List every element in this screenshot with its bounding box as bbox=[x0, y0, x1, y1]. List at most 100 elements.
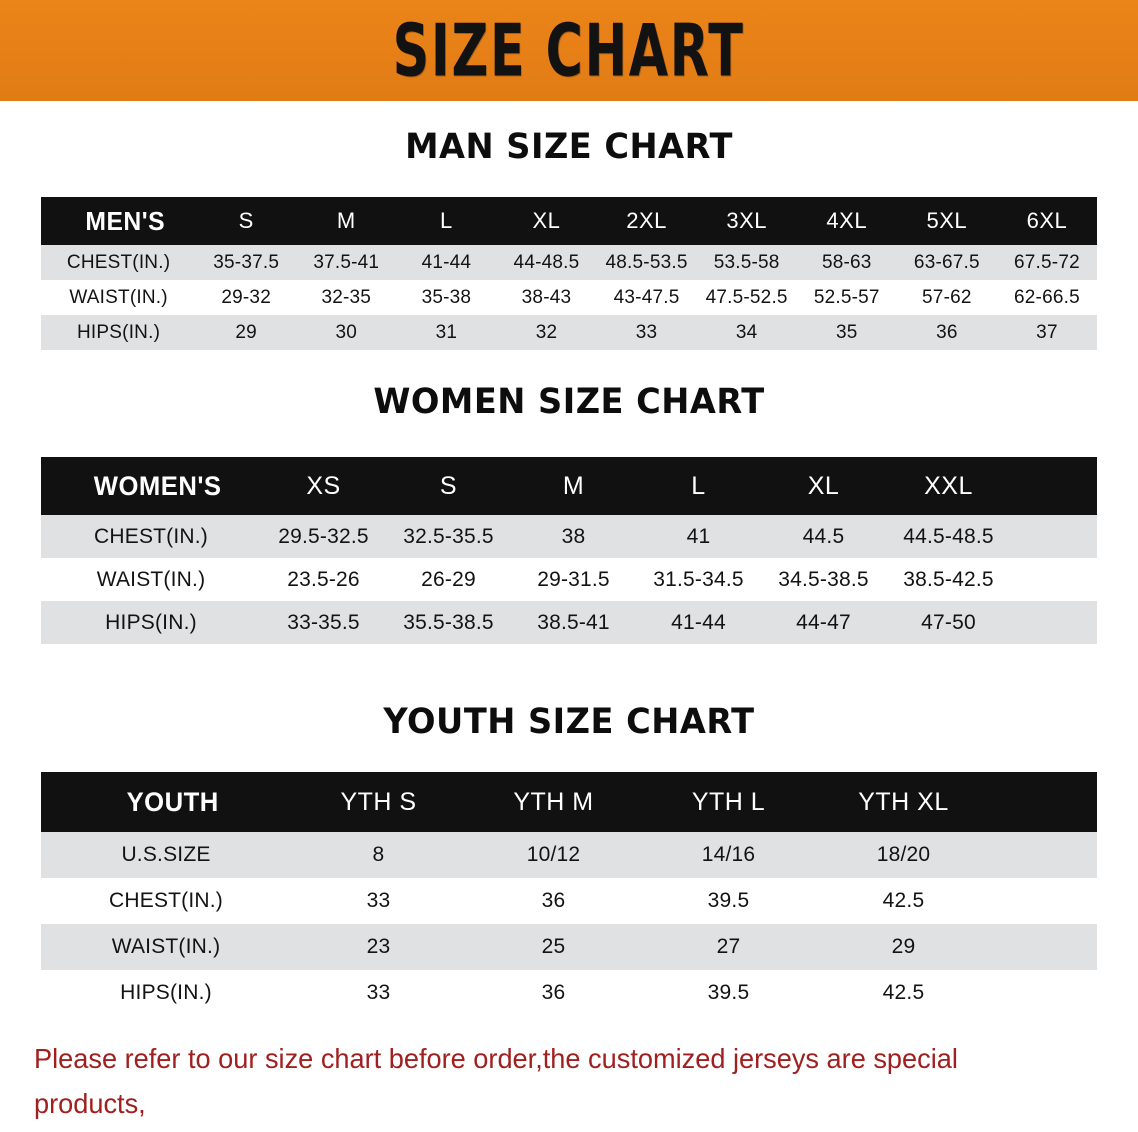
youth-row-spacer bbox=[991, 924, 1097, 970]
table-row: CHEST(IN.) 29.5-32.5 32.5-35.5 38 41 44.5 44.5… bbox=[41, 515, 1097, 558]
man-row-label-2: WAIST(IN.) bbox=[69, 286, 168, 308]
man-cell-r1-c7: 58-63 bbox=[821, 251, 872, 273]
page-banner: SIZE CHART bbox=[0, 0, 1138, 101]
youth-cell-r3-c2: 25 bbox=[541, 935, 566, 958]
man-size-table: MEN'S S M L XL 2XL 3XL 4XL 5XL 6XL CHEST(IN.) 35-37… bbox=[41, 197, 1097, 350]
women-section-title: WOMEN SIZE CHART bbox=[373, 382, 765, 422]
man-section-title: MAN SIZE CHART bbox=[405, 127, 733, 167]
man-cell-r1-c6: 53.5-58 bbox=[713, 251, 780, 273]
youth-cell-r3-c4: 29 bbox=[891, 935, 916, 958]
women-column-header-4: L bbox=[636, 457, 761, 515]
disclaimer-line-1: Please refer to our size chart before or… bbox=[34, 1043, 958, 1119]
women-table-header-row: WOMEN'S XS S M L XL XXL bbox=[41, 457, 1097, 515]
women-column-header-6: XXL bbox=[886, 457, 1011, 515]
table-row: WAIST(IN.) 23.5-26 26-29 29-31.5 31.5-34.5 34… bbox=[41, 558, 1097, 601]
man-cell-r1-c8: 63-67.5 bbox=[913, 251, 980, 273]
table-row: HIPS(IN.) 29 30 31 32 33 34 35 36 37 bbox=[41, 315, 1097, 350]
table-row: WAIST(IN.) 23 25 27 29 bbox=[41, 924, 1097, 970]
man-cell-r2-c6: 47.5-52.5 bbox=[705, 286, 788, 308]
man-cell-r1-c9: 67.5-72 bbox=[1014, 251, 1080, 273]
women-cell-r3-c3: 38.5-41 bbox=[537, 610, 610, 634]
man-cell-r2-c1: 29-32 bbox=[221, 286, 271, 308]
youth-row-label-1: U.S.SIZE bbox=[121, 843, 211, 866]
women-row-label-2: WAIST(IN.) bbox=[96, 567, 206, 591]
women-cell-r3-c5: 44-47 bbox=[796, 610, 851, 634]
table-row: WAIST(IN.) 29-32 32-35 35-38 38-43 43-47.5 47.… bbox=[41, 280, 1097, 315]
women-cell-r1-c5: 44.5 bbox=[802, 524, 845, 548]
man-corner-label: MEN'S bbox=[44, 197, 193, 245]
man-column-header-4: XL bbox=[496, 197, 597, 245]
youth-row-spacer bbox=[991, 970, 1097, 1016]
women-cell-r1-c1: 29.5-32.5 bbox=[278, 524, 369, 548]
women-cell-r1-c4: 41 bbox=[686, 524, 711, 548]
man-cell-r2-c9: 62-66.5 bbox=[1014, 286, 1080, 308]
disclaimer-line-2: we don't accept cancel, change, teturn o… bbox=[34, 1126, 1076, 1132]
women-cell-r2-c4: 31.5-34.5 bbox=[653, 567, 744, 591]
man-column-header-6: 3XL bbox=[696, 197, 797, 245]
women-cell-r3-c2: 35.5-38.5 bbox=[403, 610, 494, 634]
page-title: SIZE CHART bbox=[393, 7, 745, 93]
women-corner-label: WOMEN'S bbox=[46, 457, 256, 515]
women-cell-r1-c6: 44.5-48.5 bbox=[903, 524, 994, 548]
man-cell-r3-c4: 32 bbox=[535, 321, 558, 343]
youth-cell-r3-c3: 27 bbox=[716, 935, 741, 958]
man-cell-r1-c5: 48.5-53.5 bbox=[605, 251, 688, 273]
youth-row-spacer bbox=[991, 878, 1097, 924]
youth-cell-r4-c2: 36 bbox=[541, 981, 566, 1004]
man-row-label-3: HIPS(IN.) bbox=[77, 321, 161, 343]
youth-section-title: YOUTH SIZE CHART bbox=[383, 702, 755, 742]
man-cell-r1-c2: 37.5-41 bbox=[313, 251, 380, 273]
women-cell-r2-c2: 26-29 bbox=[421, 567, 476, 591]
women-row-label-3: HIPS(IN.) bbox=[105, 610, 197, 634]
women-column-header-2: S bbox=[386, 457, 511, 515]
man-cell-r3-c8: 36 bbox=[936, 321, 958, 343]
youth-column-header-3: YTH L bbox=[641, 772, 816, 832]
man-column-header-9: 6XL bbox=[996, 197, 1097, 245]
youth-cell-r2-c3: 39.5 bbox=[707, 889, 750, 912]
youth-header-spacer bbox=[991, 772, 1097, 832]
youth-cell-r1-c1: 8 bbox=[372, 843, 385, 866]
women-row-spacer bbox=[1011, 601, 1097, 644]
women-header-spacer bbox=[1011, 457, 1097, 515]
man-cell-r3-c1: 29 bbox=[235, 321, 257, 343]
youth-row-label-4: HIPS(IN.) bbox=[120, 981, 212, 1004]
women-cell-r3-c1: 33-35.5 bbox=[287, 610, 360, 634]
man-column-header-7: 4XL bbox=[796, 197, 897, 245]
women-column-header-5: XL bbox=[761, 457, 886, 515]
youth-column-header-4: YTH XL bbox=[816, 772, 991, 832]
man-cell-r2-c5: 43-47.5 bbox=[613, 286, 680, 308]
youth-column-header-1: YTH S bbox=[291, 772, 466, 832]
man-cell-r3-c6: 34 bbox=[735, 321, 758, 343]
youth-table-header-row: YOUTH YTH S YTH M YTH L YTH XL bbox=[41, 772, 1097, 832]
youth-row-spacer bbox=[991, 832, 1097, 878]
man-cell-r3-c2: 30 bbox=[335, 321, 358, 343]
women-cell-r2-c5: 34.5-38.5 bbox=[778, 567, 869, 591]
youth-cell-r4-c3: 39.5 bbox=[707, 981, 750, 1004]
youth-cell-r1-c4: 18/20 bbox=[876, 843, 931, 866]
man-column-header-2: M bbox=[296, 197, 397, 245]
man-cell-r2-c3: 35-38 bbox=[421, 286, 472, 308]
man-table-header-row: MEN'S S M L XL 2XL 3XL 4XL 5XL 6XL bbox=[41, 197, 1097, 245]
women-cell-r3-c6: 47-50 bbox=[921, 610, 976, 634]
man-cell-r3-c5: 33 bbox=[635, 321, 658, 343]
youth-row-label-2: CHEST(IN.) bbox=[109, 889, 223, 912]
youth-row-label-3: WAIST(IN.) bbox=[111, 935, 221, 958]
man-cell-r2-c8: 57-62 bbox=[922, 286, 972, 308]
man-cell-r1-c1: 35-37.5 bbox=[213, 251, 280, 273]
youth-cell-r1-c3: 14/16 bbox=[701, 843, 756, 866]
women-cell-r3-c4: 41-44 bbox=[671, 610, 726, 634]
man-cell-r2-c2: 32-35 bbox=[321, 286, 372, 308]
man-cell-r3-c3: 31 bbox=[435, 321, 458, 343]
women-row-spacer bbox=[1011, 515, 1097, 558]
table-row: HIPS(IN.) 33 36 39.5 42.5 bbox=[41, 970, 1097, 1016]
women-size-table: WOMEN'S XS S M L XL XXL CHEST(IN.) 29.5-32.5 32.5… bbox=[41, 457, 1097, 644]
youth-corner-label: YOUTH bbox=[47, 772, 285, 832]
man-row-label-1: CHEST(IN.) bbox=[66, 251, 171, 273]
women-row-spacer bbox=[1011, 558, 1097, 601]
women-row-label-1: CHEST(IN.) bbox=[94, 524, 208, 548]
women-column-header-3: M bbox=[511, 457, 636, 515]
man-column-header-5: 2XL bbox=[596, 197, 697, 245]
man-cell-r1-c4: 44-48.5 bbox=[513, 251, 580, 273]
table-row: CHEST(IN.) 35-37.5 37.5-41 41-44 44-48.5 48.5… bbox=[41, 245, 1097, 280]
